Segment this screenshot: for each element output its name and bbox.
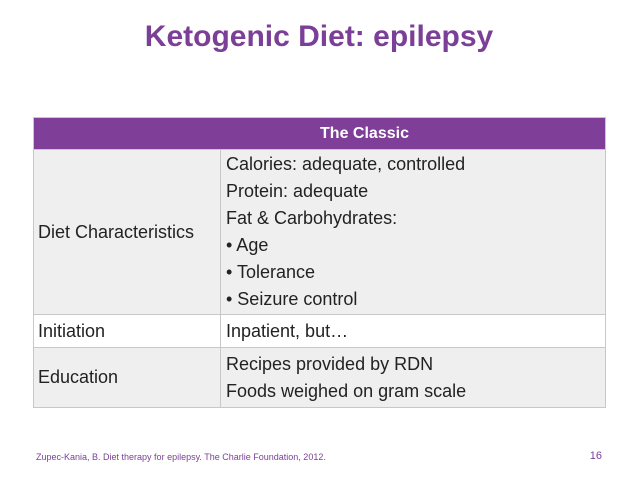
row-label-education: Education bbox=[33, 347, 221, 408]
list-item: Protein: adequate bbox=[226, 181, 369, 201]
slide-title: Ketogenic Diet: epilepsy bbox=[144, 20, 494, 53]
list-item: Inpatient, but… bbox=[226, 320, 349, 341]
diet-table: The Classic Diet Characteristics Calorie… bbox=[33, 117, 606, 408]
page-number: 16 bbox=[589, 450, 602, 462]
bullet-item: • Age bbox=[226, 235, 269, 255]
row-value-diet-characteristics: Calories: adequate, controlled Protein: … bbox=[220, 149, 606, 315]
list-item: Recipes provided by RDN bbox=[226, 353, 434, 374]
list-item: Fat & Carbohydrates: bbox=[226, 208, 398, 228]
row-label-diet-characteristics: Diet Characteristics bbox=[33, 149, 221, 315]
row-label-initiation: Initiation bbox=[33, 314, 221, 348]
table-row: Diet Characteristics Calories: adequate,… bbox=[33, 149, 606, 315]
bullet-item: • Tolerance bbox=[226, 262, 316, 282]
table-header: The Classic bbox=[33, 117, 606, 150]
bullet-item: • Seizure control bbox=[226, 289, 358, 309]
list-item: Calories: adequate, controlled bbox=[226, 154, 466, 174]
table-header-label: The Classic bbox=[320, 124, 409, 142]
footer-citation: Zupec-Kania, B. Diet therapy for epileps… bbox=[36, 452, 326, 462]
table-row: Initiation Inpatient, but… bbox=[33, 314, 606, 348]
list-item: Foods weighed on gram scale bbox=[226, 380, 467, 401]
row-value-initiation: Inpatient, but… bbox=[220, 314, 606, 348]
table-header-row: The Classic bbox=[33, 117, 606, 150]
row-value-education: Recipes provided by RDN Foods weighed on… bbox=[220, 347, 606, 408]
table-row: Education Recipes provided by RDN Foods … bbox=[33, 347, 606, 408]
